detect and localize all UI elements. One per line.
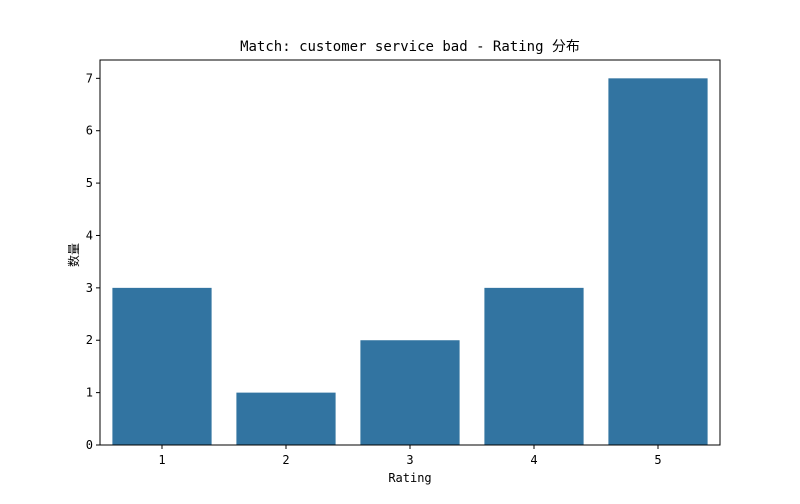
ticks-layer: 1 2 3 4 5 0 1 2 3 4 5 6 7 <box>86 71 662 467</box>
y-tick-label-7: 7 <box>86 71 93 85</box>
bar-3 <box>360 340 460 445</box>
x-tick-label-5: 5 <box>654 453 661 467</box>
y-tick-label-1: 1 <box>86 386 93 400</box>
chart-title: Match: customer service bad - Rating 分布 <box>240 39 580 55</box>
y-tick-label-2: 2 <box>86 333 93 347</box>
x-tick-label-1: 1 <box>158 453 165 467</box>
bar-2 <box>236 392 336 445</box>
x-tick-label-2: 2 <box>282 453 289 467</box>
y-tick-label-3: 3 <box>86 281 93 295</box>
bars-layer <box>112 78 708 445</box>
x-tick-label-3: 3 <box>406 453 413 467</box>
bar-4 <box>484 287 584 445</box>
x-tick-label-4: 4 <box>530 453 537 467</box>
bar-1 <box>112 287 212 445</box>
y-tick-label-6: 6 <box>86 124 93 138</box>
bar-5 <box>608 78 708 445</box>
y-axis-label: 数量 <box>66 243 81 267</box>
y-tick-label-5: 5 <box>86 176 93 190</box>
x-axis-label: Rating <box>388 471 431 485</box>
y-tick-label-0: 0 <box>86 438 93 452</box>
y-tick-label-4: 4 <box>86 228 93 242</box>
